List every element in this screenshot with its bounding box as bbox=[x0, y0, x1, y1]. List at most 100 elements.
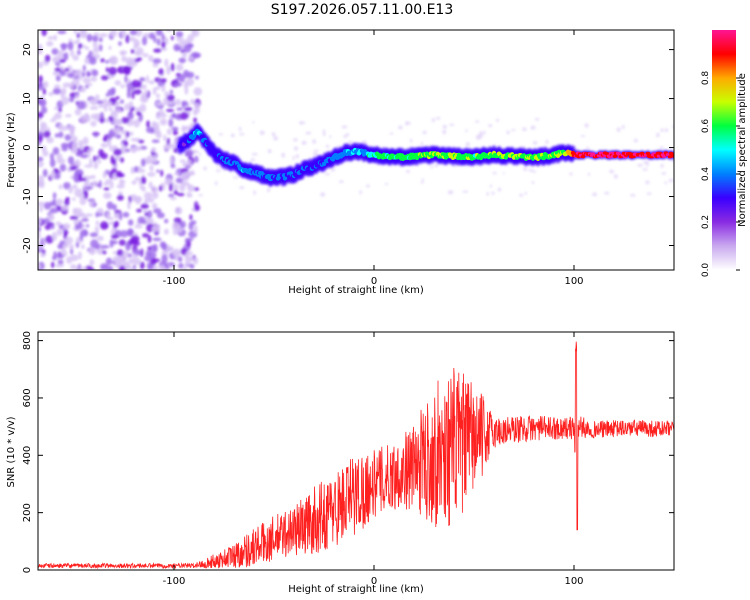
noise-speckle bbox=[83, 190, 89, 200]
noise-speckle bbox=[186, 238, 191, 248]
noise-speckle bbox=[92, 155, 97, 163]
noise-speckle bbox=[116, 249, 124, 257]
noise-speckle bbox=[70, 264, 77, 270]
noise-speckle bbox=[586, 146, 590, 152]
noise-speckle bbox=[98, 44, 103, 52]
noise-speckle bbox=[39, 253, 46, 258]
noise-speckle bbox=[132, 249, 141, 255]
noise-speckle bbox=[198, 152, 201, 157]
noise-speckle bbox=[121, 117, 130, 124]
y-tick-label: 20 bbox=[22, 43, 33, 56]
noise-speckle bbox=[185, 251, 194, 255]
noise-speckle bbox=[91, 175, 96, 179]
noise-speckle bbox=[152, 87, 157, 95]
noise-speckle bbox=[109, 216, 114, 221]
noise-speckle bbox=[530, 125, 536, 130]
noise-speckle bbox=[75, 94, 79, 99]
spectrogram-y-label: Frequency (Hz) bbox=[6, 112, 17, 188]
noise-speckle bbox=[271, 132, 276, 137]
noise-speckle bbox=[89, 146, 94, 152]
noise-speckle bbox=[195, 75, 199, 80]
spectrogram-heatmap bbox=[38, 30, 674, 270]
noise-speckle bbox=[69, 96, 75, 103]
noise-speckle bbox=[100, 75, 109, 81]
noise-speckle bbox=[114, 80, 122, 86]
noise-speckle bbox=[143, 209, 148, 214]
noise-speckle bbox=[168, 193, 175, 198]
noise-speckle bbox=[430, 165, 433, 169]
noise-speckle bbox=[79, 266, 88, 270]
noise-speckle bbox=[153, 35, 157, 43]
noise-speckle bbox=[252, 120, 255, 124]
noise-speckle bbox=[38, 50, 43, 55]
noise-speckle bbox=[660, 145, 664, 151]
noise-speckle bbox=[148, 263, 154, 270]
snr-series-line bbox=[38, 341, 674, 570]
spectrogram-frame bbox=[37, 29, 675, 271]
noise-speckle bbox=[73, 40, 79, 45]
noise-speckle bbox=[105, 101, 113, 107]
noise-speckle bbox=[146, 210, 153, 219]
colorbar-tick-label: 0.0 bbox=[701, 263, 711, 278]
noise-speckle bbox=[121, 30, 127, 38]
noise-speckle bbox=[55, 201, 61, 206]
noise-speckle bbox=[128, 266, 134, 270]
noise-speckle bbox=[131, 149, 136, 154]
noise-speckle bbox=[384, 183, 389, 185]
noise-speckle bbox=[165, 108, 175, 113]
snr-y-label: SNR (10 * v/v) bbox=[6, 416, 17, 487]
noise-speckle bbox=[148, 181, 153, 189]
noise-speckle bbox=[522, 127, 527, 132]
noise-speckle bbox=[645, 180, 650, 185]
noise-speckle bbox=[109, 239, 114, 248]
noise-speckle bbox=[100, 142, 108, 148]
noise-speckle bbox=[630, 193, 636, 197]
noise-speckle bbox=[55, 221, 62, 226]
ridge-core-blob bbox=[667, 155, 673, 159]
colorbar-scale bbox=[712, 30, 736, 270]
noise-speckle bbox=[434, 163, 439, 168]
noise-speckle bbox=[68, 186, 73, 194]
noise-speckle bbox=[305, 131, 312, 135]
noise-speckle bbox=[106, 138, 112, 143]
noise-speckle bbox=[105, 67, 109, 73]
noise-speckle bbox=[134, 177, 142, 182]
noise-speckle bbox=[141, 159, 146, 167]
noise-speckle bbox=[38, 75, 43, 84]
noise-speckle bbox=[111, 234, 119, 240]
noise-speckle bbox=[38, 175, 45, 182]
noise-speckle bbox=[281, 152, 286, 158]
noise-speckle bbox=[191, 30, 198, 33]
noise-speckle bbox=[84, 181, 90, 185]
noise-speckle bbox=[82, 44, 86, 49]
noise-speckle bbox=[102, 171, 107, 179]
noise-speckle bbox=[159, 113, 167, 118]
noise-speckle bbox=[175, 177, 184, 184]
colorbar-tick-label: 0.2 bbox=[701, 215, 711, 229]
noise-speckle bbox=[71, 197, 76, 201]
noise-speckle bbox=[46, 136, 54, 144]
y-tick-label: 200 bbox=[22, 503, 33, 522]
noise-speckle bbox=[183, 69, 190, 78]
noise-speckle bbox=[475, 134, 482, 140]
noise-speckle bbox=[266, 187, 271, 193]
noise-speckle bbox=[146, 155, 155, 164]
noise-speckle bbox=[664, 181, 667, 185]
noise-speckle bbox=[60, 205, 69, 211]
noise-speckle bbox=[98, 179, 102, 189]
noise-speckle bbox=[70, 254, 79, 262]
noise-speckle bbox=[152, 243, 158, 253]
noise-speckle bbox=[230, 133, 235, 138]
noise-speckle bbox=[102, 137, 108, 142]
noise-speckle bbox=[188, 221, 194, 231]
noise-speckle bbox=[178, 256, 183, 263]
noise-speckle bbox=[169, 89, 174, 95]
noise-speckle bbox=[158, 265, 166, 270]
noise-speckle bbox=[114, 145, 118, 149]
noise-speckle bbox=[82, 77, 91, 84]
noise-speckle bbox=[52, 88, 62, 95]
noise-speckle bbox=[139, 261, 145, 270]
noise-speckle bbox=[51, 231, 58, 241]
noise-speckle bbox=[38, 263, 41, 270]
